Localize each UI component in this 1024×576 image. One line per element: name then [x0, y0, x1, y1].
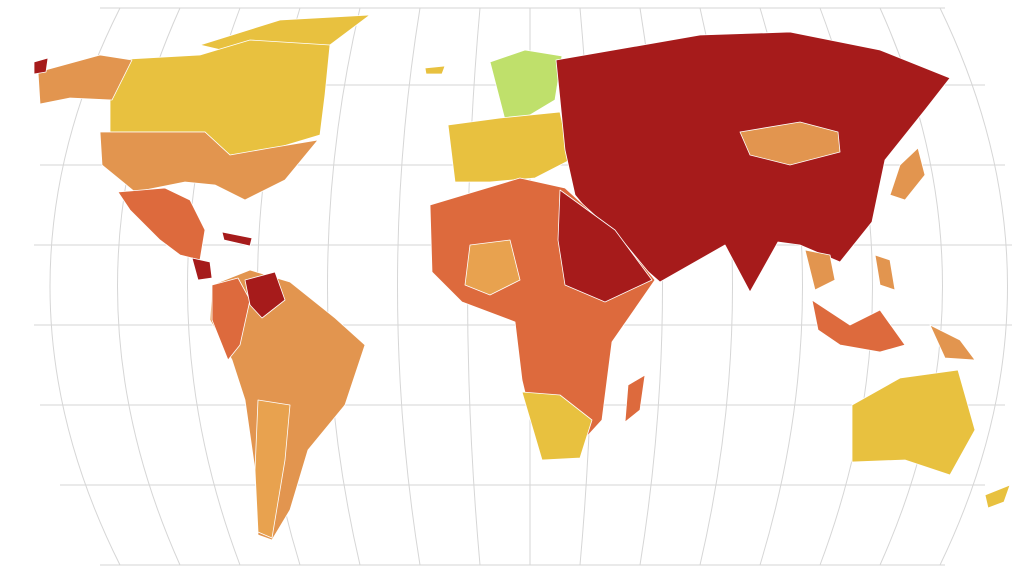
- venezuela: [244, 271, 286, 319]
- australia: [851, 369, 976, 476]
- new-zealand: [984, 484, 1011, 509]
- southern-africa: [521, 391, 593, 461]
- iceland: [424, 65, 446, 75]
- colombia-peru: [211, 277, 251, 361]
- mongolia: [739, 121, 841, 166]
- meridian: [327, 7, 361, 566]
- indonesia: [811, 299, 906, 353]
- alaska: [37, 54, 133, 105]
- land: [33, 14, 1011, 541]
- cuba: [221, 231, 253, 247]
- europe: [447, 111, 571, 183]
- thailand: [804, 249, 836, 291]
- northeast-africa: [557, 189, 653, 303]
- japan: [889, 147, 926, 201]
- mexico: [117, 187, 206, 261]
- nicaragua: [191, 257, 213, 281]
- west-africa: [464, 239, 521, 296]
- usa: [99, 131, 319, 201]
- papua: [929, 324, 976, 361]
- meridian: [939, 7, 1008, 566]
- meridian: [397, 7, 421, 566]
- scandinavia: [489, 49, 563, 121]
- russia-east-tip: [33, 57, 49, 75]
- madagascar: [624, 374, 646, 423]
- argentina: [254, 399, 291, 539]
- philippines: [874, 254, 896, 291]
